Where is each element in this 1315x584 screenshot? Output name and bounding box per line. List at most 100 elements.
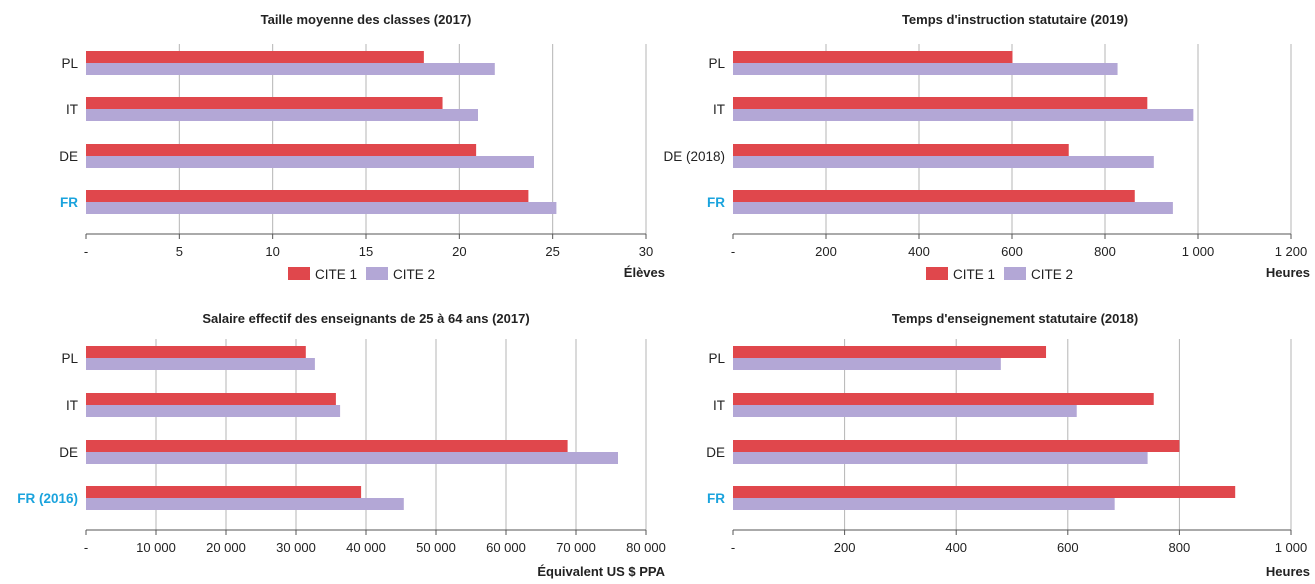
legend-swatch-cite2 [1004, 267, 1026, 280]
chart-4: Temps d'enseignement statutaire (2018) - 2… [706, 311, 1310, 579]
chart-title: Salaire effectif des enseignants de 25 à… [202, 311, 529, 326]
bar-cite2-pl [86, 63, 495, 75]
tick-label: 70 000 [556, 540, 596, 555]
legend-swatch-cite2 [366, 267, 388, 280]
tick-label: 10 [265, 244, 279, 259]
category-label: DE [706, 445, 725, 460]
bar-cite2-it [733, 109, 1194, 121]
legend-swatch-cite1 [288, 267, 310, 280]
tick-label: - [731, 244, 735, 259]
bar-cite2-de [733, 452, 1148, 464]
bar-cite2-fr-2016- [86, 498, 404, 510]
bar-cite1-pl [733, 51, 1013, 63]
tick-label: 1 200 [1275, 244, 1308, 259]
category-label: FR [707, 491, 725, 506]
category-label: IT [66, 102, 78, 117]
chart-2: Temps d'instruction statutaire (2019) - 20… [663, 12, 1310, 282]
bar-cite2-de-2018- [733, 156, 1154, 168]
legend-label-cite1: CITE 1 [315, 267, 357, 282]
x-axis-unit: Équivalent US $ PPA [537, 564, 665, 579]
tick-label: 1 000 [1182, 244, 1215, 259]
tick-label: 50 000 [416, 540, 456, 555]
bar-cite2-pl [86, 358, 315, 370]
tick-label: 80 000 [626, 540, 666, 555]
category-label: FR [60, 195, 78, 210]
legend-swatch-cite1 [926, 267, 948, 280]
bar-cite1-de [86, 144, 477, 156]
tick-label: 600 [1057, 540, 1079, 555]
legend: CITE 1 CITE 2 [926, 267, 1073, 282]
bar-cite2-fr [86, 202, 557, 214]
tick-label: 40 000 [346, 540, 386, 555]
category-label: IT [66, 398, 78, 413]
tick-label: 400 [908, 244, 930, 259]
tick-label: 25 [545, 244, 559, 259]
bar-cite2-it [733, 405, 1077, 417]
category-label: DE (2018) [663, 149, 725, 164]
tick-label: 200 [815, 244, 837, 259]
chart-title: Temps d'enseignement statutaire (2018) [892, 311, 1138, 326]
bar-cite1-de [733, 440, 1180, 452]
chart-title: Temps d'instruction statutaire (2019) [902, 12, 1128, 27]
x-axis-unit: Heures [1266, 265, 1310, 280]
bar-cite2-it [86, 109, 478, 121]
bar-cite2-fr [733, 498, 1115, 510]
bar-cite1-fr [86, 190, 529, 202]
tick-label: 200 [834, 540, 856, 555]
category-label: DE [59, 445, 78, 460]
tick-label: 15 [359, 244, 373, 259]
category-label: DE [59, 149, 78, 164]
tick-label: 10 000 [136, 540, 176, 555]
x-axis-unit: Élèves [624, 265, 665, 280]
bar-cite1-pl [733, 346, 1047, 358]
category-label: PL [61, 56, 78, 71]
bar-cite1-pl [86, 51, 424, 63]
bar-cite2-pl [733, 358, 1001, 370]
legend-label-cite2: CITE 2 [393, 267, 435, 282]
tick-label: 30 000 [276, 540, 316, 555]
bar-cite1-de [86, 440, 568, 452]
tick-label: 800 [1094, 244, 1116, 259]
category-label: FR (2016) [17, 491, 78, 506]
bar-cite1-de-2018- [733, 144, 1069, 156]
tick-label: - [84, 540, 88, 555]
chart-3: Salaire effectif des enseignants de 25 à… [17, 311, 666, 579]
tick-label: 20 [452, 244, 466, 259]
tick-label: 60 000 [486, 540, 526, 555]
chart-1: Taille moyenne des classes (2017) - 5 10 15 2… [59, 12, 665, 282]
category-label: IT [713, 398, 725, 413]
category-label: PL [61, 351, 78, 366]
tick-label: 30 [639, 244, 653, 259]
tick-label: - [84, 244, 88, 259]
chart-title: Taille moyenne des classes (2017) [261, 12, 472, 27]
tick-label: 1 000 [1275, 540, 1308, 555]
bar-cite1-it [86, 97, 443, 109]
tick-label: - [731, 540, 735, 555]
bar-cite2-de [86, 156, 534, 168]
legend-label-cite2: CITE 2 [1031, 267, 1073, 282]
bar-cite1-pl [86, 346, 306, 358]
category-label: FR [707, 195, 725, 210]
legend-label-cite1: CITE 1 [953, 267, 995, 282]
tick-label: 800 [1169, 540, 1191, 555]
category-label: PL [708, 351, 725, 366]
category-label: PL [708, 56, 725, 71]
bar-cite1-it [733, 97, 1148, 109]
bar-cite1-fr-2016- [86, 486, 362, 498]
tick-label: 600 [1001, 244, 1023, 259]
bar-cite2-it [86, 405, 341, 417]
bar-cite2-fr [733, 202, 1173, 214]
tick-label: 20 000 [206, 540, 246, 555]
tick-label: 5 [176, 244, 183, 259]
legend: CITE 1 CITE 2 [288, 267, 435, 282]
bar-cite1-it [86, 393, 336, 405]
bar-cite1-fr [733, 486, 1236, 498]
bar-cite1-it [733, 393, 1154, 405]
x-axis-unit: Heures [1266, 564, 1310, 579]
tick-label: 400 [945, 540, 967, 555]
category-label: IT [713, 102, 725, 117]
bar-cite2-pl [733, 63, 1118, 75]
bar-cite2-de [86, 452, 618, 464]
bar-cite1-fr [733, 190, 1135, 202]
